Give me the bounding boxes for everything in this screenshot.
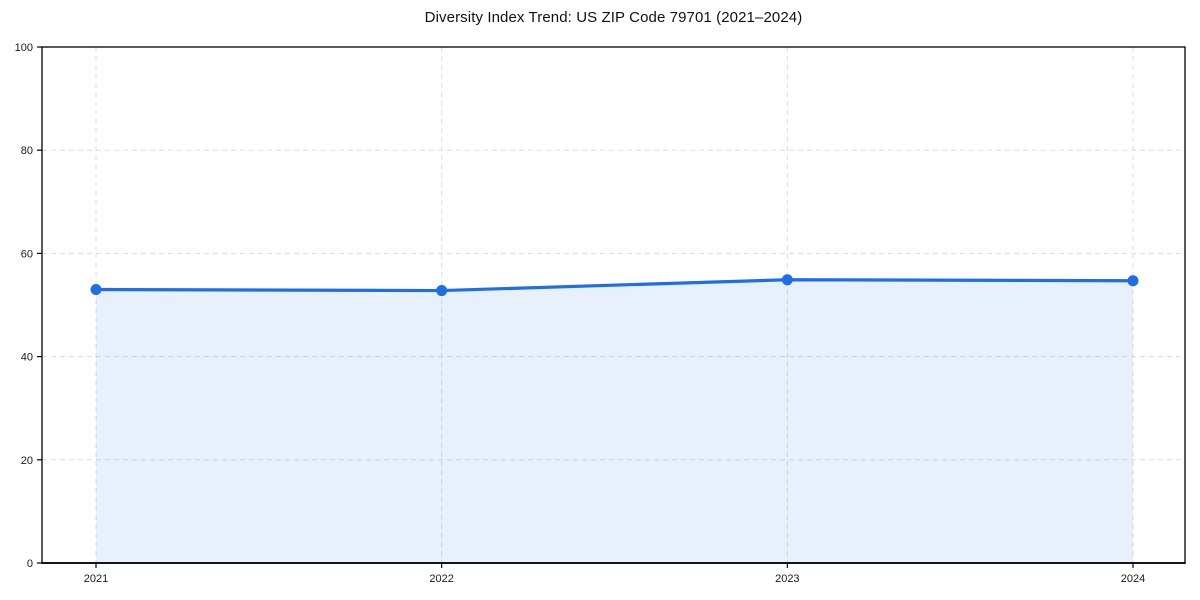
axis-ticks-and-labels: 0 20 40 60 80 100 2021 2022 2023 2024	[15, 42, 1146, 585]
data-point-2022	[436, 285, 448, 297]
data-point-2021	[90, 284, 102, 296]
y-tick-label-20: 20	[21, 455, 33, 467]
area-fill	[96, 279, 1133, 563]
data-point-2024	[1127, 275, 1139, 287]
y-tick-label-80: 80	[21, 145, 33, 157]
x-tick-label-2024: 2024	[1121, 573, 1145, 585]
trend-line	[94, 278, 1135, 293]
y-tick-label-60: 60	[21, 248, 33, 260]
gridlines	[42, 47, 1185, 563]
chart-title: Diversity Index Trend: US ZIP Code 79701…	[424, 9, 803, 26]
y-tick-label-40: 40	[21, 352, 33, 364]
y-tick-label-0: 0	[27, 558, 33, 570]
x-tick-label-2022: 2022	[429, 573, 453, 585]
y-tick-label-100: 100	[15, 42, 33, 54]
x-tick-label-2021: 2021	[84, 573, 108, 585]
data-points	[90, 274, 1139, 297]
data-point-2023	[781, 274, 793, 286]
x-tick-label-2023: 2023	[775, 573, 799, 585]
